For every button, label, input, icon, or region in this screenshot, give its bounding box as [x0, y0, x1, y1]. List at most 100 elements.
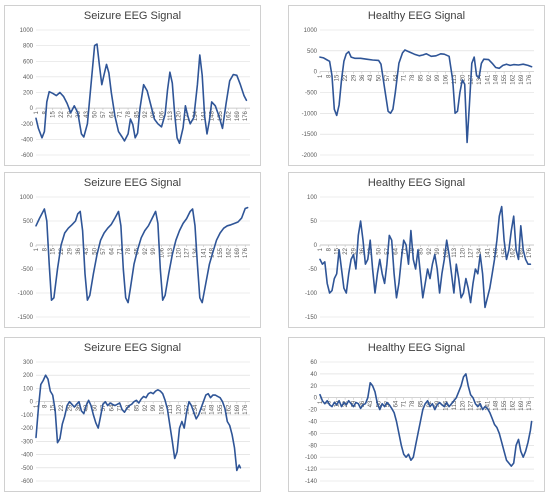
chart-svg-1: Seizure EEG Signal -600 -400 -200 0 200 400 600… [20, 10, 250, 159]
x-tick-label: 176 [243, 404, 249, 415]
x-tick-label: 64 [109, 247, 115, 254]
x-tick-label: 176 [243, 247, 249, 258]
series-line [319, 373, 533, 467]
x-tick-label: 1 [34, 404, 40, 408]
x-tick-label: 99 [435, 74, 441, 81]
x-tick-label: 15 [335, 247, 341, 254]
y-tick-label: -400 [21, 453, 34, 459]
chart-panel-1: Seizure EEG Signal -600 -400 -200 0 200 400 600… [4, 5, 261, 166]
x-tick-label: 162 [226, 247, 232, 258]
x-tick-label: 169 [235, 110, 241, 121]
x-tick-label: 85 [418, 74, 424, 81]
y-tick-label: 0 [30, 243, 34, 249]
chart-svg-6: Healthy EEG Signal -140 -120 -100 -80 -60 -40 -… [305, 342, 534, 485]
chart-panel-5: Seizure EEG Signal -600 -500 -400 -300 -200 -1… [4, 337, 261, 492]
x-tick-label: 8 [326, 247, 332, 251]
x-tick-label: 162 [510, 74, 516, 85]
y-tick-label: 300 [23, 360, 34, 366]
y-tick-label: -200 [21, 426, 34, 432]
y-tick-label: 0 [314, 243, 318, 249]
x-tick-label: 1 [318, 400, 324, 404]
x-tick-label: 15 [51, 110, 57, 117]
y-tick-label: 0 [314, 396, 318, 402]
y-tick-label: -1500 [18, 315, 34, 321]
x-tick-label: 169 [235, 404, 241, 415]
x-tick-label: 92 [143, 110, 149, 117]
y-tick-label: -1000 [18, 291, 34, 297]
x-tick-label: 78 [126, 110, 132, 117]
x-tick-label: 64 [109, 110, 115, 117]
x-tick-label: 8 [42, 404, 48, 408]
y-tick-label: -50 [308, 267, 317, 273]
x-tick-label: 113 [168, 404, 174, 414]
y-tick-label: 20 [310, 384, 317, 390]
x-tick-label: 141 [201, 247, 207, 258]
series-line [319, 205, 532, 309]
x-tick-label: 148 [210, 404, 216, 415]
y-tick-label: -80 [308, 443, 317, 449]
chart-title: Seizure EEG Signal [84, 177, 181, 189]
x-tick-label: 22 [59, 404, 65, 411]
x-tick-label: 148 [494, 247, 500, 258]
y-tick-label: 1000 [20, 195, 34, 201]
y-tick-label: -100 [305, 455, 318, 461]
y-tick-label: 50 [310, 219, 317, 225]
x-tick-label: 148 [494, 74, 500, 85]
x-tick-label: 113 [452, 74, 458, 84]
x-tick-label: 29 [67, 110, 73, 117]
y-tick-label: -400 [21, 137, 34, 143]
x-tick-label: 71 [118, 110, 124, 117]
y-tick-label: -500 [21, 466, 34, 472]
x-tick-label: 50 [93, 247, 99, 254]
x-tick-label: 162 [226, 110, 232, 121]
x-tick-label: 120 [176, 247, 182, 258]
x-tick-label: 176 [527, 247, 533, 258]
y-tick-label: -100 [21, 413, 34, 419]
x-tick-label: 155 [502, 74, 508, 85]
x-tick-label: 78 [126, 404, 132, 411]
x-tick-label: 92 [427, 400, 433, 407]
x-tick-label: 71 [402, 74, 408, 81]
x-tick-label: 99 [435, 247, 441, 254]
x-tick-label: 50 [93, 404, 99, 411]
y-tick-label: -40 [308, 420, 317, 426]
x-tick-label: 85 [418, 400, 424, 407]
x-tick-label: 120 [176, 404, 182, 415]
x-tick-label: 148 [210, 110, 216, 121]
y-tick-label: -150 [305, 315, 318, 321]
x-tick-label: 148 [494, 400, 500, 411]
x-tick-label: 127 [469, 400, 475, 411]
x-tick-label: 15 [335, 74, 341, 81]
x-tick-label: 169 [519, 247, 525, 258]
x-tick-label: 85 [134, 404, 140, 411]
y-tick-label: -200 [21, 122, 34, 128]
x-tick-label: 64 [109, 404, 115, 411]
x-tick-label: 1 [318, 247, 324, 251]
x-tick-label: 43 [368, 74, 374, 81]
y-tick-label: 600 [23, 59, 34, 65]
x-tick-label: 15 [51, 247, 57, 254]
y-tick-label: 1000 [20, 28, 34, 34]
x-tick-label: 29 [351, 74, 357, 81]
x-tick-label: 22 [59, 110, 65, 117]
x-tick-label: 22 [343, 247, 349, 254]
x-tick-label: 57 [101, 247, 107, 254]
x-tick-label: 22 [59, 247, 65, 254]
series-line [35, 206, 249, 304]
x-tick-label: 71 [118, 247, 124, 254]
chart-svg-3: Seizure EEG Signal -1500 -1000 -500 0 500 1000… [18, 177, 250, 321]
y-tick-label: -500 [21, 267, 34, 273]
chart-title: Healthy EEG Signal [368, 10, 465, 22]
x-tick-label: 15 [51, 404, 57, 411]
x-tick-label: 8 [326, 400, 332, 404]
x-tick-label: 1 [34, 110, 40, 114]
x-tick-label: 43 [84, 247, 90, 254]
x-tick-label: 127 [469, 247, 475, 258]
chart-panel-4: Healthy EEG Signal -150 -100 -50 0 50 100 1 8 15 2… [288, 172, 545, 328]
x-tick-label: 106 [444, 400, 450, 411]
y-tick-label: -120 [305, 467, 318, 473]
x-tick-label: 155 [218, 404, 224, 415]
x-tick-label: 99 [151, 247, 157, 254]
x-tick-label: 127 [185, 247, 191, 258]
